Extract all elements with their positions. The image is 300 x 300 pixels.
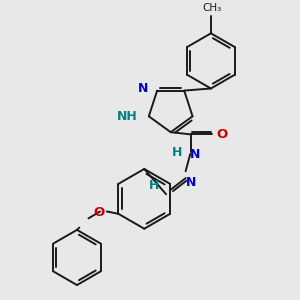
Text: H: H bbox=[172, 146, 182, 159]
Text: NH: NH bbox=[117, 110, 137, 123]
Text: O: O bbox=[93, 206, 105, 219]
Text: N: N bbox=[138, 82, 148, 95]
Text: N: N bbox=[186, 176, 196, 189]
Text: H: H bbox=[149, 178, 159, 191]
Text: O: O bbox=[217, 128, 228, 141]
Text: N: N bbox=[190, 148, 201, 160]
Text: CH₃: CH₃ bbox=[202, 3, 222, 13]
